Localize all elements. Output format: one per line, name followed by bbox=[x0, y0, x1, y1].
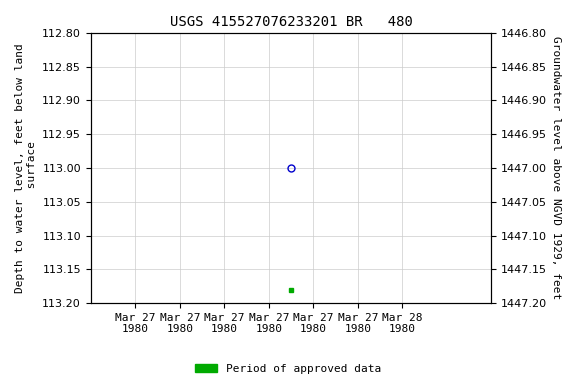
Y-axis label: Groundwater level above NGVD 1929, feet: Groundwater level above NGVD 1929, feet bbox=[551, 36, 561, 300]
Legend: Period of approved data: Period of approved data bbox=[191, 359, 385, 379]
Title: USGS 415527076233201 BR   480: USGS 415527076233201 BR 480 bbox=[169, 15, 412, 29]
Y-axis label: Depth to water level, feet below land
 surface: Depth to water level, feet below land su… bbox=[15, 43, 37, 293]
